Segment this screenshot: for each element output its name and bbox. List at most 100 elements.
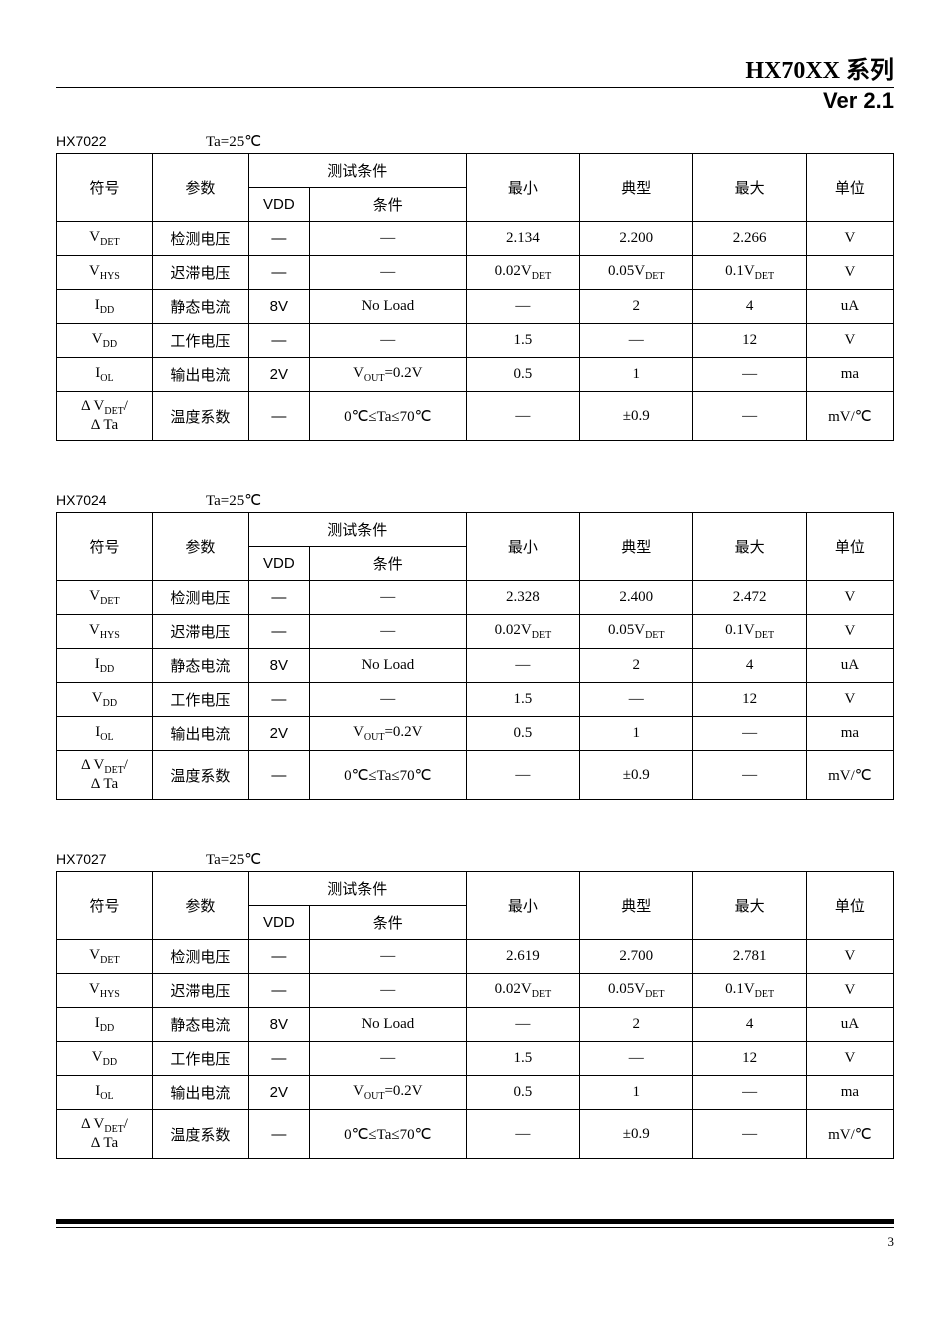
cell-max: 2.781: [693, 940, 806, 974]
cell-min: 0.02VDET: [466, 256, 579, 290]
cell-vdd: 2V: [248, 1076, 309, 1110]
cell-max: 4: [693, 1008, 806, 1042]
cell-symbol: Δ VDET/Δ Ta: [57, 1110, 153, 1159]
cell-condition: —: [309, 256, 466, 290]
cell-typ: 2.200: [580, 222, 693, 256]
col-vdd: VDD: [248, 547, 309, 581]
col-unit: 单位: [806, 872, 893, 940]
temp-condition: Ta=25℃: [206, 850, 261, 869]
cell-param: 迟滞电压: [152, 974, 248, 1008]
table-row: IOL输出电流2VVOUT=0.2V0.51—ma: [57, 1076, 894, 1110]
cell-unit: V: [806, 1042, 893, 1076]
cell-typ: —: [580, 324, 693, 358]
cell-typ: 1: [580, 1076, 693, 1110]
cell-param: 工作电压: [152, 683, 248, 717]
col-max: 最大: [693, 154, 806, 222]
table-row: Δ VDET/Δ Ta温度系数—0℃≤Ta≤70℃—±0.9—mV/℃: [57, 751, 894, 800]
cell-max: 4: [693, 290, 806, 324]
cell-symbol: IDD: [57, 1008, 153, 1042]
cell-condition: —: [309, 581, 466, 615]
cell-unit: V: [806, 256, 893, 290]
cell-max: —: [693, 358, 806, 392]
cell-vdd: —: [248, 324, 309, 358]
table-row: VHYS迟滞电压——0.02VDET0.05VDET0.1VDETV: [57, 974, 894, 1008]
table-header-row: 符号参数测试条件最小典型最大单位: [57, 872, 894, 906]
col-param: 参数: [152, 513, 248, 581]
table-row: VDET检测电压——2.6192.7002.781V: [57, 940, 894, 974]
cell-symbol: VHYS: [57, 256, 153, 290]
cell-symbol: Δ VDET/Δ Ta: [57, 751, 153, 800]
spec-table: 符号参数测试条件最小典型最大单位VDD条件VDET检测电压——2.3282.40…: [56, 512, 894, 800]
col-unit: 单位: [806, 154, 893, 222]
cell-vdd: 2V: [248, 717, 309, 751]
cell-unit: ma: [806, 358, 893, 392]
cell-symbol: VDET: [57, 581, 153, 615]
cell-max: 0.1VDET: [693, 974, 806, 1008]
cell-vdd: —: [248, 392, 309, 441]
col-unit: 单位: [806, 513, 893, 581]
cell-vdd: —: [248, 940, 309, 974]
table-row: IOL输出电流2VVOUT=0.2V0.51—ma: [57, 717, 894, 751]
cell-unit: uA: [806, 290, 893, 324]
cell-min: 1.5: [466, 1042, 579, 1076]
page-footer: 3: [56, 1219, 894, 1250]
cell-vdd: —: [248, 256, 309, 290]
cell-vdd: —: [248, 751, 309, 800]
cell-param: 温度系数: [152, 1110, 248, 1159]
col-typ: 典型: [580, 154, 693, 222]
cell-unit: uA: [806, 649, 893, 683]
cell-symbol: VDET: [57, 940, 153, 974]
cell-min: 0.5: [466, 717, 579, 751]
page-header: HX70XX 系列: [56, 50, 894, 88]
cell-param: 输出电流: [152, 1076, 248, 1110]
cell-max: —: [693, 392, 806, 441]
table-row: IDD静态电流8VNo Load—24uA: [57, 649, 894, 683]
cell-condition: No Load: [309, 290, 466, 324]
cell-typ: 2: [580, 1008, 693, 1042]
cell-symbol: IOL: [57, 1076, 153, 1110]
part-name: HX7027: [56, 851, 206, 867]
cell-param: 静态电流: [152, 290, 248, 324]
cell-typ: 2.700: [580, 940, 693, 974]
cell-typ: ±0.9: [580, 392, 693, 441]
cell-symbol: VDD: [57, 324, 153, 358]
spec-section: HX7027Ta=25℃符号参数测试条件最小典型最大单位VDD条件VDET检测电…: [56, 850, 894, 1159]
cell-unit: mV/℃: [806, 1110, 893, 1159]
col-min: 最小: [466, 154, 579, 222]
table-row: IDD静态电流8VNo Load—24uA: [57, 290, 894, 324]
cell-unit: V: [806, 683, 893, 717]
cell-min: 0.02VDET: [466, 974, 579, 1008]
version-label: Ver 2.1: [56, 88, 894, 114]
cell-symbol: IDD: [57, 649, 153, 683]
cell-symbol: VHYS: [57, 615, 153, 649]
col-min: 最小: [466, 513, 579, 581]
table-row: VHYS迟滞电压——0.02VDET0.05VDET0.1VDETV: [57, 256, 894, 290]
cell-unit: V: [806, 974, 893, 1008]
cell-min: —: [466, 1110, 579, 1159]
part-name: HX7022: [56, 133, 206, 149]
cell-unit: uA: [806, 1008, 893, 1042]
cell-unit: V: [806, 615, 893, 649]
cell-max: 12: [693, 683, 806, 717]
table-row: VDD工作电压——1.5—12V: [57, 1042, 894, 1076]
cell-min: —: [466, 751, 579, 800]
cell-unit: V: [806, 324, 893, 358]
cell-max: —: [693, 1110, 806, 1159]
cell-typ: 0.05VDET: [580, 615, 693, 649]
col-condition: 条件: [309, 547, 466, 581]
col-symbol: 符号: [57, 513, 153, 581]
cell-condition: —: [309, 974, 466, 1008]
table-row: IOL输出电流2VVOUT=0.2V0.51—ma: [57, 358, 894, 392]
table-row: VDD工作电压——1.5—12V: [57, 324, 894, 358]
cell-min: 0.5: [466, 1076, 579, 1110]
cell-param: 输出电流: [152, 717, 248, 751]
spec-section: HX7022Ta=25℃符号参数测试条件最小典型最大单位VDD条件VDET检测电…: [56, 132, 894, 441]
cell-condition: 0℃≤Ta≤70℃: [309, 1110, 466, 1159]
table-header-row: 符号参数测试条件最小典型最大单位: [57, 513, 894, 547]
table-row: VDD工作电压——1.5—12V: [57, 683, 894, 717]
footer-thick-rule: [56, 1219, 894, 1224]
col-vdd: VDD: [248, 188, 309, 222]
cell-min: 2.328: [466, 581, 579, 615]
cell-condition: No Load: [309, 1008, 466, 1042]
cell-param: 静态电流: [152, 1008, 248, 1042]
